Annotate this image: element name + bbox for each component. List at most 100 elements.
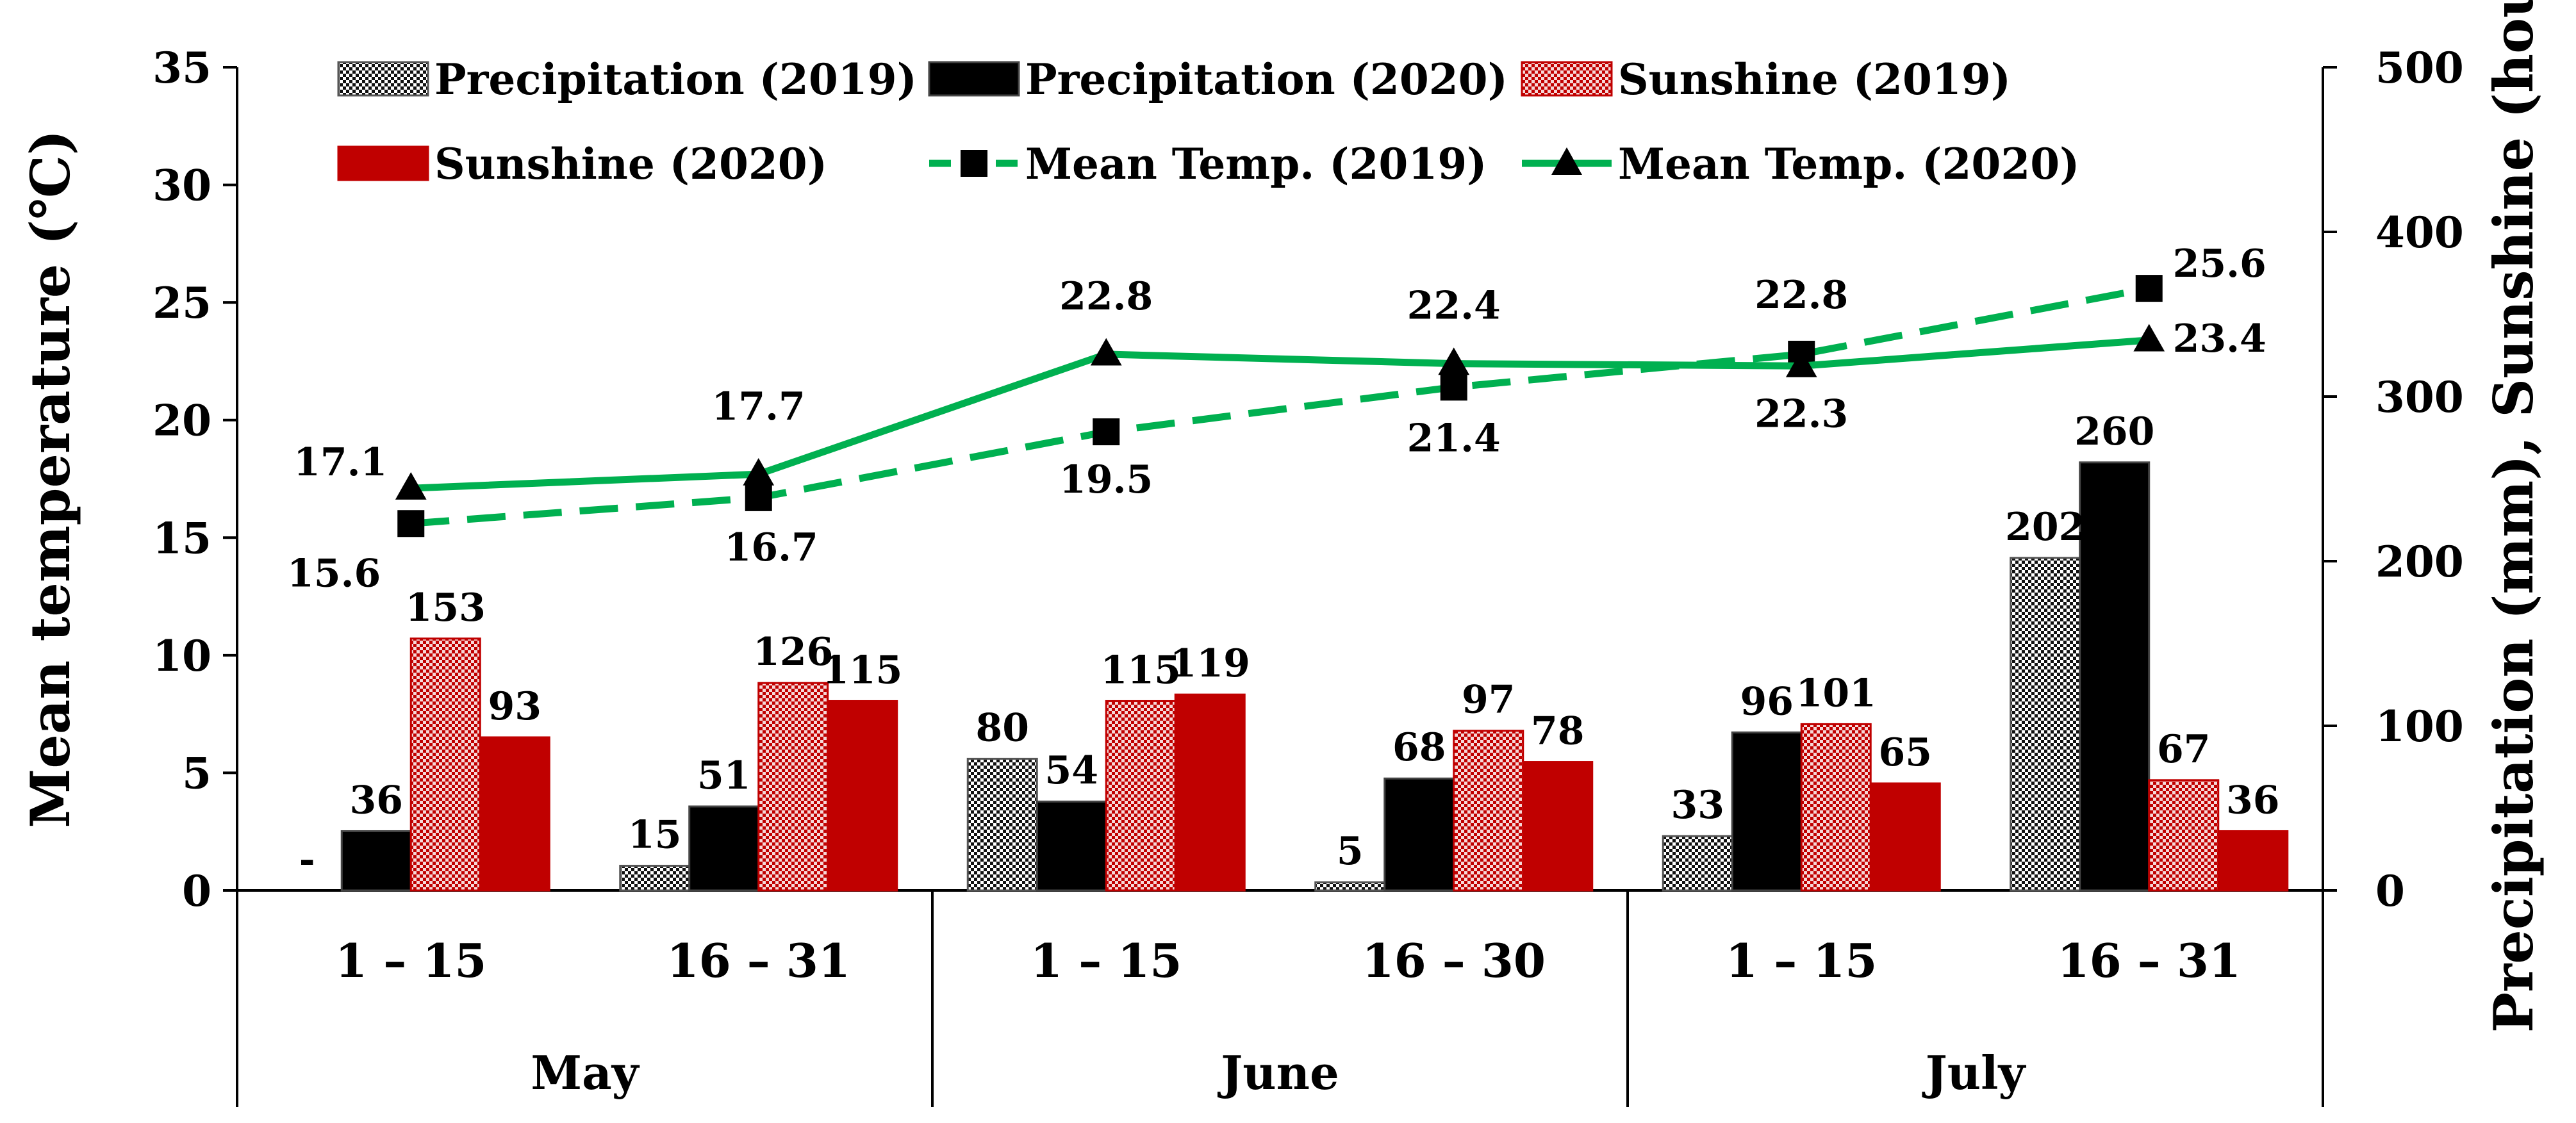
line-data-label: 16.7 [725, 525, 818, 570]
legend-label: Mean Temp. (2020) [1618, 139, 2079, 189]
line-data-label: 22.4 [1407, 284, 1501, 329]
line-data-label: 21.4 [1407, 416, 1501, 461]
legend-swatch [1521, 61, 1613, 97]
bar-data-label: - [299, 837, 315, 882]
bar [757, 682, 829, 892]
right-tick-label: 200 [2375, 537, 2464, 587]
right-tick-label: 0 [2375, 866, 2405, 916]
bar-data-label: 33 [1671, 783, 1725, 828]
bar [479, 736, 550, 892]
legend-label: Precipitation (2019) [434, 54, 917, 104]
legend-marker-square [961, 150, 987, 177]
left-axis-title: Mean temperature (℃) [19, 129, 82, 828]
temperature-line [411, 336, 2150, 492]
temperature-line [410, 284, 2150, 527]
line-data-label: 17.1 [293, 440, 387, 485]
bar-data-label: 97 [1462, 678, 1515, 723]
legend-label: Sunshine (2019) [1618, 54, 2011, 104]
line-marker-square [1093, 418, 1120, 446]
x-tick-label: 1 – 15 [1726, 933, 1877, 988]
left-tick-label: 10 [153, 631, 211, 681]
line-data-label: 23.4 [2173, 316, 2266, 361]
line-marker-square [1440, 373, 1467, 401]
bar-data-label: 119 [1170, 641, 1250, 686]
bar-data-label: 115 [822, 648, 902, 693]
bar-data-label: 93 [488, 684, 542, 729]
line-data-label: 19.5 [1059, 457, 1153, 502]
bar [1731, 731, 1803, 892]
line-marker-triangle [2133, 324, 2165, 352]
bar [1522, 761, 1594, 892]
line-marker-square [745, 484, 772, 511]
bar-data-label: 51 [697, 753, 751, 798]
x-tick-label: 1 – 15 [1030, 933, 1182, 988]
left-tick-label: 15 [153, 513, 211, 563]
bar [1036, 800, 1107, 892]
line-data-label: 22.8 [1754, 273, 1848, 318]
legend-swatch [337, 145, 429, 181]
bar-data-label: 36 [350, 778, 404, 823]
x-tick-label: 16 – 31 [666, 933, 850, 988]
bar [340, 830, 412, 892]
left-tick-label: 25 [153, 278, 211, 328]
bar [1174, 693, 1246, 892]
line-data-label: 25.6 [2173, 242, 2266, 286]
legend-label: Sunshine (2020) [434, 139, 827, 189]
bars-layer [340, 461, 2289, 892]
bar [827, 700, 898, 892]
left-tick-label: 35 [153, 43, 211, 93]
legend-label: Mean Temp. (2019) [1025, 139, 1487, 189]
line-marker-square [2135, 275, 2163, 302]
bar-data-label: 15 [628, 812, 682, 857]
x-tick-label: 16 – 31 [2057, 933, 2241, 988]
line-marker-triangle [743, 457, 775, 486]
right-tick-label: 100 [2375, 701, 2464, 751]
lines-layer [395, 275, 2165, 537]
bar [1869, 782, 1941, 892]
bar [2148, 779, 2220, 892]
bar-data-label: 153 [406, 586, 486, 630]
bar [1800, 723, 1872, 892]
bar [966, 757, 1038, 892]
bar-data-label: 80 [976, 705, 1030, 750]
legend-label: Precipitation (2020) [1025, 54, 1508, 104]
legend-swatch [337, 61, 429, 97]
bar [2217, 830, 2289, 892]
line-marker-square [397, 510, 425, 537]
x-group-label: May [531, 1045, 640, 1100]
bar-data-label: 54 [1045, 748, 1099, 793]
line-data-label: 22.8 [1059, 274, 1153, 319]
bar-data-label: 101 [1796, 671, 1876, 716]
line-marker-triangle [395, 471, 427, 500]
bar [1314, 881, 1386, 892]
bar-data-label: 115 [1101, 648, 1181, 693]
bar [619, 864, 691, 892]
legend: Precipitation (2019) Precipitation (2020)… [337, 54, 2079, 189]
right-tick-label: 300 [2375, 372, 2464, 422]
legend-marker-triangle [1551, 147, 1582, 175]
right-axis-title: Precipitation (mm), Sunshine (hour) [2482, 0, 2545, 1033]
bar [2010, 557, 2081, 892]
bar-data-label: 78 [1531, 709, 1585, 754]
bar-data-label: 68 [1392, 725, 1446, 770]
x-tick-label: 16 – 30 [1362, 933, 1546, 988]
line-data-label: 17.7 [712, 384, 805, 429]
bar [409, 637, 481, 892]
x-group-label: June [1217, 1045, 1339, 1100]
line-marker-triangle [1438, 347, 1470, 375]
left-tick-label: 0 [182, 866, 211, 916]
legend-swatch [928, 61, 1020, 97]
bar-data-label: 67 [2157, 727, 2211, 772]
line-marker-triangle [1785, 350, 1817, 377]
bar [1453, 730, 1524, 892]
x-group-label: July [1922, 1045, 2027, 1100]
line-marker-triangle [1090, 338, 1122, 366]
left-tick-label: 5 [182, 748, 211, 798]
bar [1662, 835, 1733, 892]
line-data-label: 15.6 [287, 551, 381, 596]
bar [688, 805, 760, 892]
bar-data-label: 126 [753, 630, 833, 675]
